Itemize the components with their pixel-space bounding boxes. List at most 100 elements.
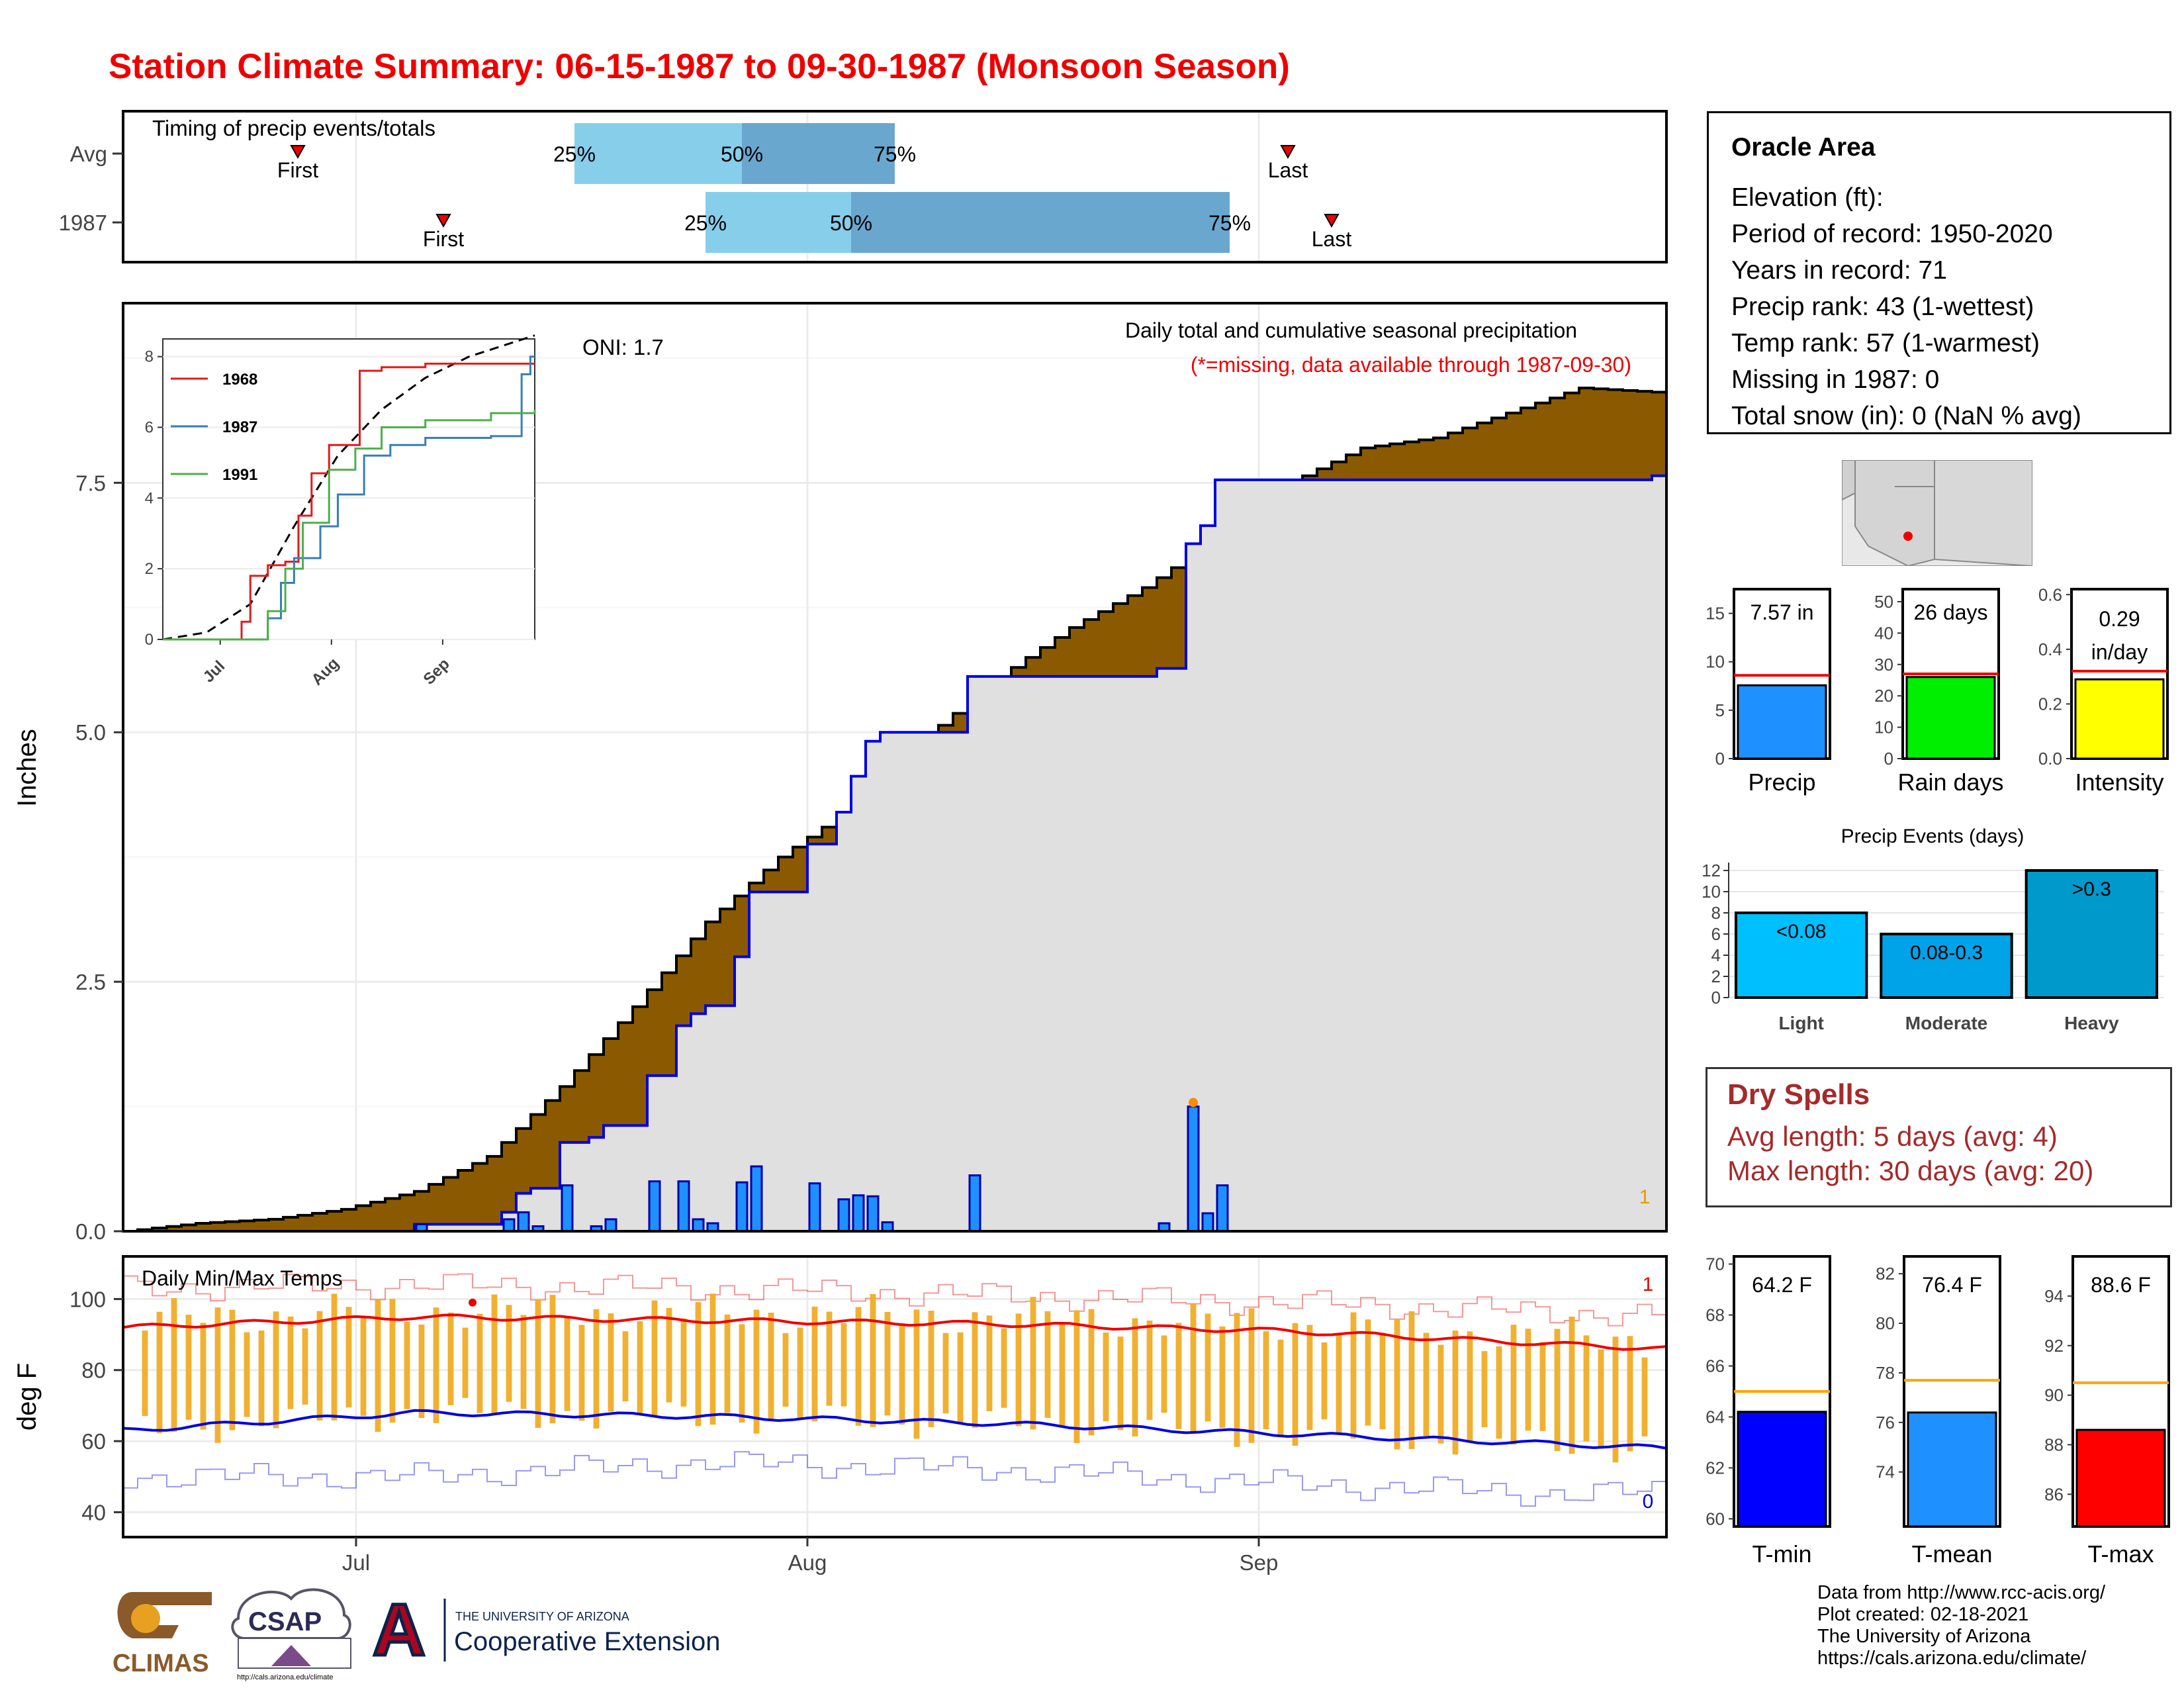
temp-summary-value-label: 88.6 F <box>2091 1273 2151 1297</box>
inset-y-tick-label: 8 <box>145 348 154 366</box>
inset-legend-label: 1991 <box>222 466 257 484</box>
summary-bar-label: Precip <box>1748 769 1815 796</box>
daily-temp-range-bar <box>1569 1317 1575 1454</box>
timing-q50-label: 50% <box>830 211 872 235</box>
daily-temp-range-bar <box>1539 1342 1546 1431</box>
daily-temp-range-bar <box>1612 1336 1619 1463</box>
timing-first-label: First <box>423 227 464 251</box>
daily-temp-range-bar <box>680 1318 687 1407</box>
daily-temp-range-bar <box>171 1298 177 1432</box>
daily-temp-range-bar <box>418 1324 425 1419</box>
daily-temp-range-bar <box>1306 1325 1313 1430</box>
events-bar-label: Heavy <box>2064 1013 2119 1033</box>
locator-map <box>1842 460 2032 566</box>
temp-summary-tick-label: 60 <box>1706 1509 1725 1528</box>
shared-x-axis: Jul Aug Sep <box>342 1537 1278 1575</box>
temp-summary-value-bar <box>1907 1411 1997 1528</box>
inset-legend-label: 1987 <box>222 418 257 436</box>
timing-bar-q50-q75 <box>851 192 1230 253</box>
inset-average-line <box>162 334 535 641</box>
daily-temp-range-bar <box>841 1323 847 1407</box>
daily-temp-range-bar <box>1379 1333 1386 1430</box>
daily-temp-range-bar <box>1394 1319 1400 1450</box>
summary-bar-label: Intensity <box>2075 769 2163 796</box>
inset-y-tick-label: 0 <box>145 631 154 649</box>
daily-precip-bar <box>517 1211 530 1233</box>
timing-first-marker <box>290 145 306 160</box>
daily-temp-range-bar <box>200 1323 206 1430</box>
daily-temp-range-bar <box>433 1307 439 1423</box>
csap-logo: CSAP http://cals.arizona.edu/climate <box>231 1588 351 1681</box>
daily-temp-range-bar <box>564 1317 570 1411</box>
daily-temp-range-bar <box>1132 1318 1138 1437</box>
daily-temp-range-bar <box>753 1309 760 1434</box>
station-years: Years in record: 71 <box>1731 256 1947 285</box>
events-bar-label: Moderate <box>1905 1013 1987 1033</box>
precip-max-count: 1 <box>1639 1186 1651 1208</box>
daily-temp-range-bar <box>1510 1325 1517 1445</box>
daily-temp-range-bar <box>1525 1329 1531 1431</box>
oni-label: ONI: 1.7 <box>582 335 664 359</box>
daily-temp-range-bar <box>520 1315 527 1409</box>
daily-precip-bar <box>837 1198 850 1233</box>
events-bar-range-label: >0.3 <box>2072 878 2111 900</box>
precip-y-label: Inches <box>13 729 42 807</box>
precip-y-axis: 0.0 2.5 5.0 7.5 <box>75 471 123 1244</box>
daily-temp-range-bar <box>797 1327 803 1418</box>
inset-series-1968 <box>163 362 535 641</box>
logos: CLIMAS CSAP http://cals.arizona.edu/clim… <box>113 1588 720 1682</box>
temp-summary-tick-label: 70 <box>1706 1254 1725 1274</box>
daily-temp-range-bar <box>811 1306 818 1422</box>
summary-bar-value <box>1905 676 1996 760</box>
daily-temp-range-bar <box>622 1331 629 1401</box>
daily-precip-bar <box>1201 1212 1214 1233</box>
daily-temp-range-bar <box>1059 1323 1066 1427</box>
daily-temp-range-bar <box>244 1332 250 1417</box>
daily-temp-range-bar <box>695 1302 702 1427</box>
inset-y-tick-label: 2 <box>145 560 154 578</box>
daily-temp-range-bar <box>1103 1332 1109 1422</box>
temp-summary-tick-label: 80 <box>1876 1313 1895 1333</box>
temp-summary-value-bar <box>1737 1411 1827 1528</box>
precip-y-tick-label: 7.5 <box>75 471 106 495</box>
summary-bar-value-label: 26 days <box>1913 600 1987 624</box>
csap-logo-text: CSAP <box>248 1607 322 1636</box>
daily-temp-range-bar <box>608 1313 614 1412</box>
summary-bar-tick-label: 30 <box>1874 655 1893 675</box>
temp-summary-bar-0: 60 62 64 66 68 70 64.2 F T-min <box>1706 1254 1831 1568</box>
summary-bar-1: 0 10 20 30 40 50 26 days Rain days <box>1874 588 2004 796</box>
daily-temp-range-bar <box>928 1311 934 1428</box>
daily-temp-range-bar <box>1234 1313 1240 1447</box>
daily-temp-range-bar <box>986 1315 993 1411</box>
daily-temp-range-bar <box>1423 1333 1430 1436</box>
summary-bar-tick-label: 5 <box>1715 700 1725 720</box>
daily-temp-range-bar <box>1117 1336 1124 1430</box>
inset-y-tick-label: 4 <box>145 489 154 507</box>
climas-logo: CLIMAS <box>113 1592 212 1677</box>
daily-temp-range-bar <box>578 1325 585 1421</box>
daily-precip-bar <box>561 1184 574 1233</box>
events-bar <box>2025 869 2159 999</box>
daily-precip-bar <box>604 1218 617 1233</box>
daily-temp-range-bar <box>1219 1326 1226 1429</box>
daily-temp-range-bar <box>637 1321 643 1415</box>
cumulative-1987-area <box>123 475 1666 1231</box>
temp-summary-tick-label: 66 <box>1706 1356 1725 1376</box>
temp-y-axis: 40 60 80 100 <box>69 1287 123 1524</box>
summary-bar-tick-label: 0.0 <box>2038 749 2062 769</box>
station-period: Period of record: 1950-2020 <box>1731 220 2053 248</box>
station-precip-rank: Precip rank: 43 (1-wettest) <box>1731 293 2034 321</box>
summary-bar-tick-label: 15 <box>1706 604 1725 624</box>
daily-temp-range-bar <box>942 1333 949 1414</box>
daily-precip-bar <box>968 1174 981 1233</box>
temp-record-marker <box>469 1298 477 1307</box>
daily-temp-range-bar <box>287 1316 294 1409</box>
temp-summary-value-label: 64.2 F <box>1752 1273 1812 1297</box>
daily-temp-range-bar <box>768 1313 774 1419</box>
daily-temp-range-bar <box>142 1330 148 1417</box>
daily-temp-range-bar <box>1248 1308 1255 1443</box>
daily-temp-range-bar <box>229 1309 236 1430</box>
daily-temp-range-bar <box>1336 1333 1342 1434</box>
temp-summary-tick-label: 90 <box>2044 1385 2064 1405</box>
